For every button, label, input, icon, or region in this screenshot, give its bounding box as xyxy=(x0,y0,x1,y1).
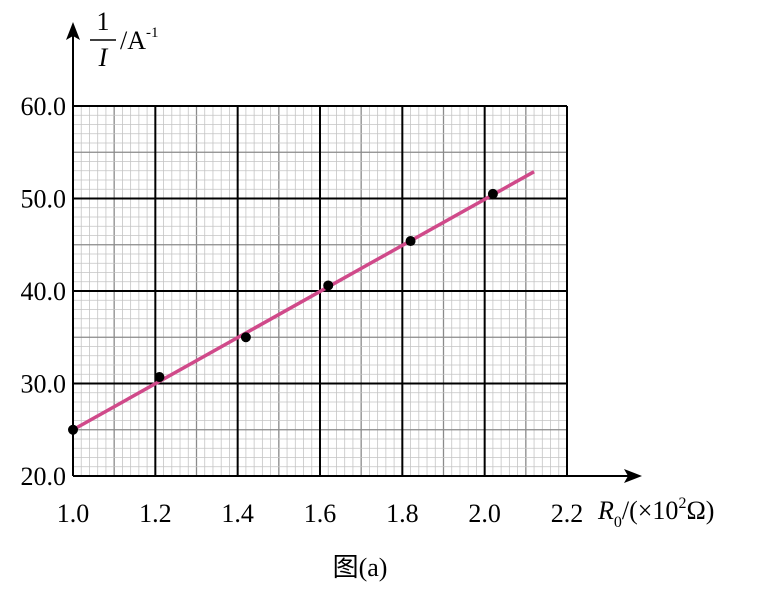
x-tick-label: 1.8 xyxy=(386,499,419,528)
x-arrow xyxy=(624,469,642,483)
marks xyxy=(68,170,535,435)
x-tick-label: 1.2 xyxy=(139,499,172,528)
x-unit-end: Ω) xyxy=(686,496,714,525)
x-tick-label: 2.0 xyxy=(468,499,501,528)
y-label-unit: /A-1 xyxy=(120,25,159,55)
y-tick-label: 20.0 xyxy=(21,462,67,491)
y-unit-exp: -1 xyxy=(146,25,159,41)
caption: 图(a) xyxy=(333,553,388,582)
y-label-numerator: 1 xyxy=(97,7,110,36)
x-tick-label: 1.4 xyxy=(221,499,254,528)
y-tick-label: 40.0 xyxy=(21,277,67,306)
grid xyxy=(72,105,568,477)
y-tick-label: 50.0 xyxy=(21,185,67,214)
data-point xyxy=(405,236,416,247)
y-arrow xyxy=(66,22,80,40)
x-tick-label: 1.6 xyxy=(304,499,337,528)
y-tick-label: 30.0 xyxy=(21,370,67,399)
data-point xyxy=(154,372,165,383)
data-point xyxy=(487,188,498,199)
x-tick-label: 1.0 xyxy=(57,499,90,528)
data-point xyxy=(240,332,251,343)
x-tick-label: 2.2 xyxy=(551,499,584,528)
fit-line xyxy=(72,170,535,432)
y-tick-label: 60.0 xyxy=(21,92,67,121)
x-unit-exp: 2 xyxy=(678,495,686,512)
data-point xyxy=(68,424,78,435)
x-label: R0/(×102Ω) xyxy=(597,495,714,531)
x-subscript: 0 xyxy=(614,514,622,531)
x-symbol: R xyxy=(597,496,614,525)
data-point xyxy=(323,280,334,291)
y-label-denominator: I xyxy=(98,43,109,72)
x-unit: /(×10 xyxy=(622,496,679,525)
y-unit: /A xyxy=(120,26,146,55)
